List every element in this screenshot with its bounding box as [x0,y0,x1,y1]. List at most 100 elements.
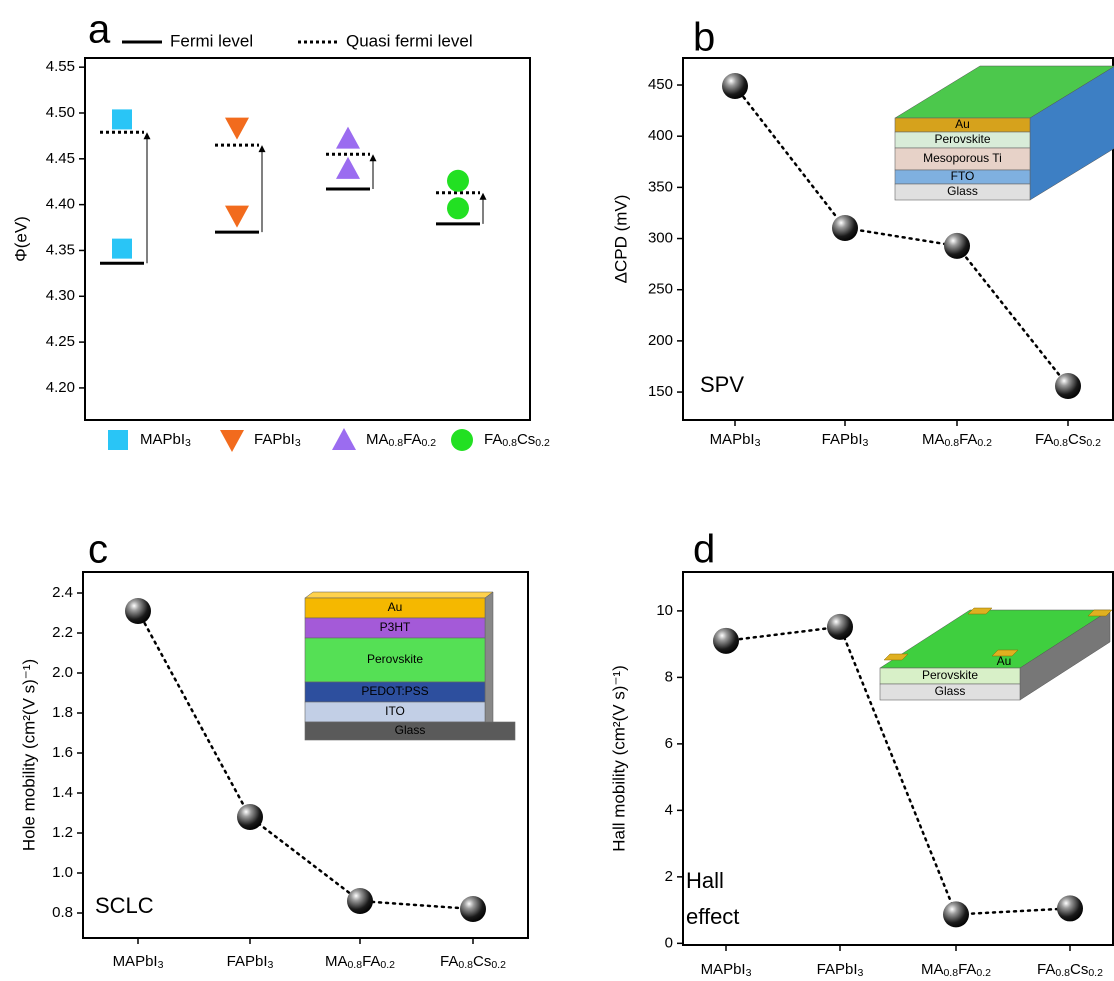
inset: Perovskite Glass Au [880,608,1112,700]
legend-label: FAPbI3 [254,431,301,449]
data-point [944,233,970,259]
y-tick-label: 4.30 [46,287,75,304]
page: {"chart_data": [ {"type": "level", "pane… [0,0,1114,981]
panel-letter: c [88,528,108,572]
x-tick-label: FAPbI3 [817,961,864,979]
legend-label: FA0.8Cs0.2 [484,431,550,449]
arrow-head [259,145,266,152]
data-point [943,901,969,927]
x-tick-label: FA0.8Cs0.2 [440,953,506,971]
inset-label: Glass [947,184,978,198]
data-point [237,804,263,830]
y-tick-label: 450 [648,76,673,93]
legend-marker [332,428,356,450]
x-tick-label: MAPbI3 [113,953,164,971]
legend-marker [220,430,244,452]
legend-marker [108,430,128,450]
x-tick-label: FA0.8Cs0.2 [1035,431,1101,449]
inset-label: FTO [951,169,975,183]
y-tick-label: 2.2 [52,624,73,641]
y-tick-label: 2.0 [52,664,73,681]
data-point [1055,373,1081,399]
x-tick-label: FAPbI3 [822,431,869,449]
y-tick-label: 1.4 [52,784,73,801]
y-tick-label: 200 [648,332,673,349]
y-tick-label: 4.50 [46,104,75,121]
legend-label: MA0.8FA0.2 [366,431,436,449]
y-tick-label: 4.55 [46,58,75,75]
x-tick-label: MA0.8FA0.2 [325,953,395,971]
x-tick-label: FA0.8Cs0.2 [1037,961,1103,979]
marker [447,197,469,219]
y-tick-label: 150 [648,383,673,400]
y-axis-label: Hole mobility (cm²(V s)⁻¹) [19,659,38,851]
y-tick-label: 8 [665,668,673,685]
panel-letter: a [88,8,111,52]
y-tick-label: 2.4 [52,584,73,601]
figure: a Φ(eV) 4.20 4.25 4.30 4.35 4.40 4.45 4.50 4.55 Fe… [0,0,1114,981]
y-tick-label: 0 [665,934,673,951]
inset-label: Glass [935,684,966,698]
y-tick-label: 1.6 [52,744,73,761]
inset-label: Perovskite [367,652,423,666]
marker [336,127,360,149]
x-tick-label: MA0.8FA0.2 [921,961,991,979]
inset-label: Perovskite [922,668,978,682]
data-point [713,628,739,654]
arrow-head [480,193,487,200]
marker [225,206,249,228]
legend-swatch [332,428,356,450]
data-point [722,73,748,99]
inset-label: Au [955,117,970,131]
marker [447,170,469,192]
annotation: effect [686,904,739,929]
arrow-head [144,132,151,139]
data-point [347,888,373,914]
y-tick-label: 6 [665,735,673,752]
legend-swatch [220,430,244,452]
data-point [125,598,151,624]
y-tick-label: 250 [648,281,673,298]
panel-letter: b [693,16,715,60]
inset-label: ITO [385,704,405,718]
panel-letter: d [693,528,715,572]
legend-label: Quasi fermi level [346,31,473,50]
annotation: SPV [700,372,744,397]
y-tick-label: 4.40 [46,196,75,213]
data-point [832,215,858,241]
arrow-head [370,154,377,161]
y-tick-label: 1.8 [52,704,73,721]
marker [336,157,360,179]
y-tick-label: 400 [648,127,673,144]
y-tick-label: 4.35 [46,241,75,258]
y-tick-label: 4 [665,801,673,818]
y-tick-label: 4.25 [46,333,75,350]
y-tick-label: 4.45 [46,150,75,167]
y-tick-label: 2 [665,868,673,885]
inset: AuP3HTPerovskitePEDOT:PSSITOGlass [305,592,515,740]
data-point [1057,895,1083,921]
inset-label: Au [388,600,403,614]
legend-swatch [451,429,473,451]
legend-marker [451,429,473,451]
y-tick-label: 1.0 [52,864,73,881]
y-axis-label: Hall mobility (cm²(V s)⁻¹) [609,665,628,852]
inset-top [305,592,493,598]
data-point [460,896,486,922]
y-tick-label: 4.20 [46,379,75,396]
legend-label: MAPbI3 [140,431,191,449]
y-axis-label: Φ(eV) [11,216,30,262]
marker [112,239,132,259]
inset-label: Perovskite [934,132,990,146]
inset-label: Au [997,654,1012,668]
y-axis-label: ΔCPD (mV) [611,195,630,284]
inset-label: Glass [395,723,426,737]
y-tick-label: 350 [648,178,673,195]
x-tick-label: FAPbI3 [227,953,274,971]
marker [225,118,249,140]
legend-swatch [108,430,128,450]
legend-label: Fermi level [170,31,253,50]
inset-side [485,592,493,740]
annotation: Hall [686,868,724,893]
